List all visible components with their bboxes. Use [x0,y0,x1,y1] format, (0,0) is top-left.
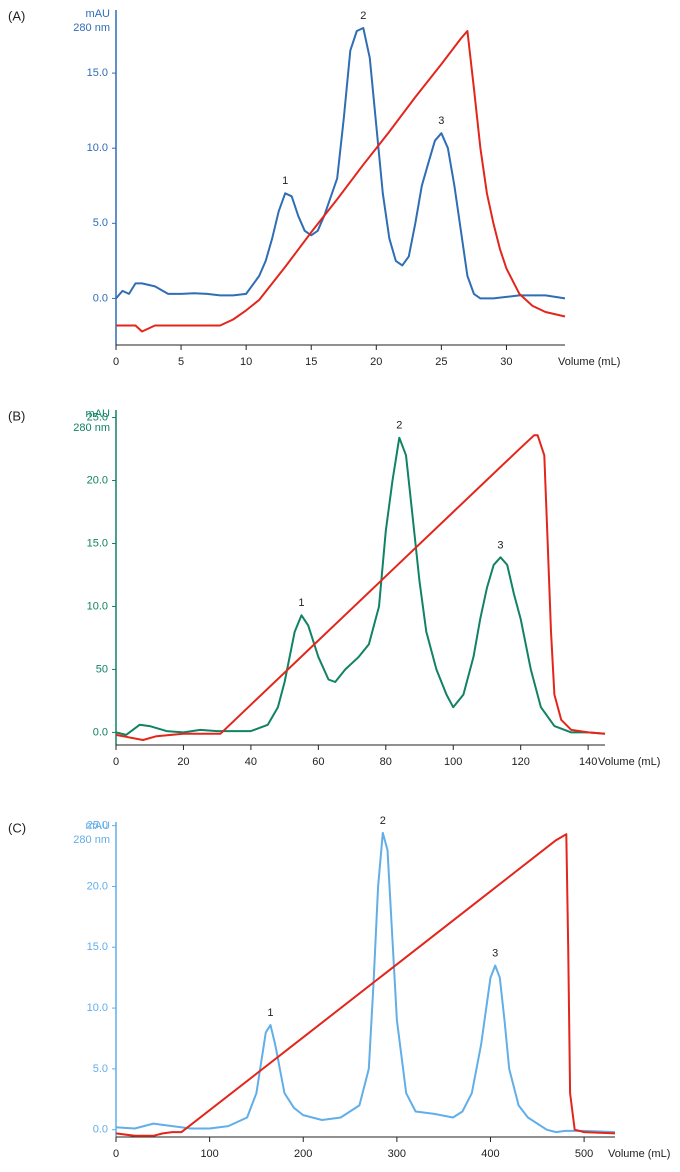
panel-label: (B) [8,408,25,423]
x-tick-label: 30 [500,356,512,368]
x-tick-label: 10 [240,356,252,368]
panel-label: (C) [8,820,26,835]
x-axis-label: Volume (mL) [608,1148,670,1160]
y-axis-label: 280 nm [73,22,110,34]
y-tick-label: 10.0 [87,600,108,612]
peak-label: 3 [492,947,498,959]
y-tick-label: 20.0 [87,474,108,486]
x-tick-label: 500 [575,1148,593,1160]
x-tick-label: 20 [370,356,382,368]
x-tick-label: 20 [177,756,189,768]
x-tick-label: 25 [435,356,447,368]
peak-label: 3 [497,539,503,551]
peak-label: 1 [267,1007,273,1019]
y-tick-label: 20.0 [87,880,108,892]
series-line [115,436,606,736]
x-axis-label: Volume (mL) [598,756,660,768]
series-line [115,434,606,741]
x-tick-label: 80 [380,756,392,768]
x-tick-label: 140 [579,756,597,768]
series-line [116,30,566,333]
panel-label: (A) [8,8,25,23]
peak-label: 2 [396,420,402,432]
y-tick-label: 0.0 [93,726,108,738]
y-tick-label: 5.0 [93,1063,108,1075]
y-axis-label: 280 nm [73,422,110,434]
y-tick-label: 0.0 [93,1124,108,1136]
y-tick-label: 10.0 [87,1002,108,1014]
y-tick-label: 25.0 [87,820,108,832]
series-line [115,833,616,1137]
y-axis-label: mAU [86,8,111,20]
y-tick-label: 0.0 [93,292,108,304]
peak-label: 2 [360,10,366,22]
y-tick-label: 50 [96,663,108,675]
peak-label: 2 [380,815,386,827]
peak-label: 3 [438,115,444,127]
x-tick-label: 120 [512,756,530,768]
y-tick-label: 25.0 [87,411,108,423]
x-tick-label: 60 [312,756,324,768]
peak-label: 1 [282,175,288,187]
y-tick-label: 15.0 [87,537,108,549]
x-tick-label: 300 [388,1148,406,1160]
y-axis-label: mAU [86,820,111,832]
x-tick-label: 200 [294,1148,312,1160]
y-tick-label: 5.0 [93,217,108,229]
x-axis-label: Volume (mL) [558,356,620,368]
x-tick-label: 15 [305,356,317,368]
x-tick-label: 40 [245,756,257,768]
x-tick-label: 100 [444,756,462,768]
x-tick-label: 0 [113,756,119,768]
x-tick-label: 5 [178,356,184,368]
y-axis-label: mAU [86,408,111,420]
y-tick-label: 10.0 [87,142,108,154]
peak-label: 1 [298,597,304,609]
y-axis-label: 280 nm [73,834,110,846]
x-tick-label: 0 [113,356,119,368]
y-tick-label: 15.0 [87,67,108,79]
x-tick-label: 400 [481,1148,499,1160]
x-tick-label: 0 [113,1148,119,1160]
x-tick-label: 100 [200,1148,218,1160]
series-line [115,27,566,300]
y-tick-label: 15.0 [87,941,108,953]
series-line [115,831,616,1134]
